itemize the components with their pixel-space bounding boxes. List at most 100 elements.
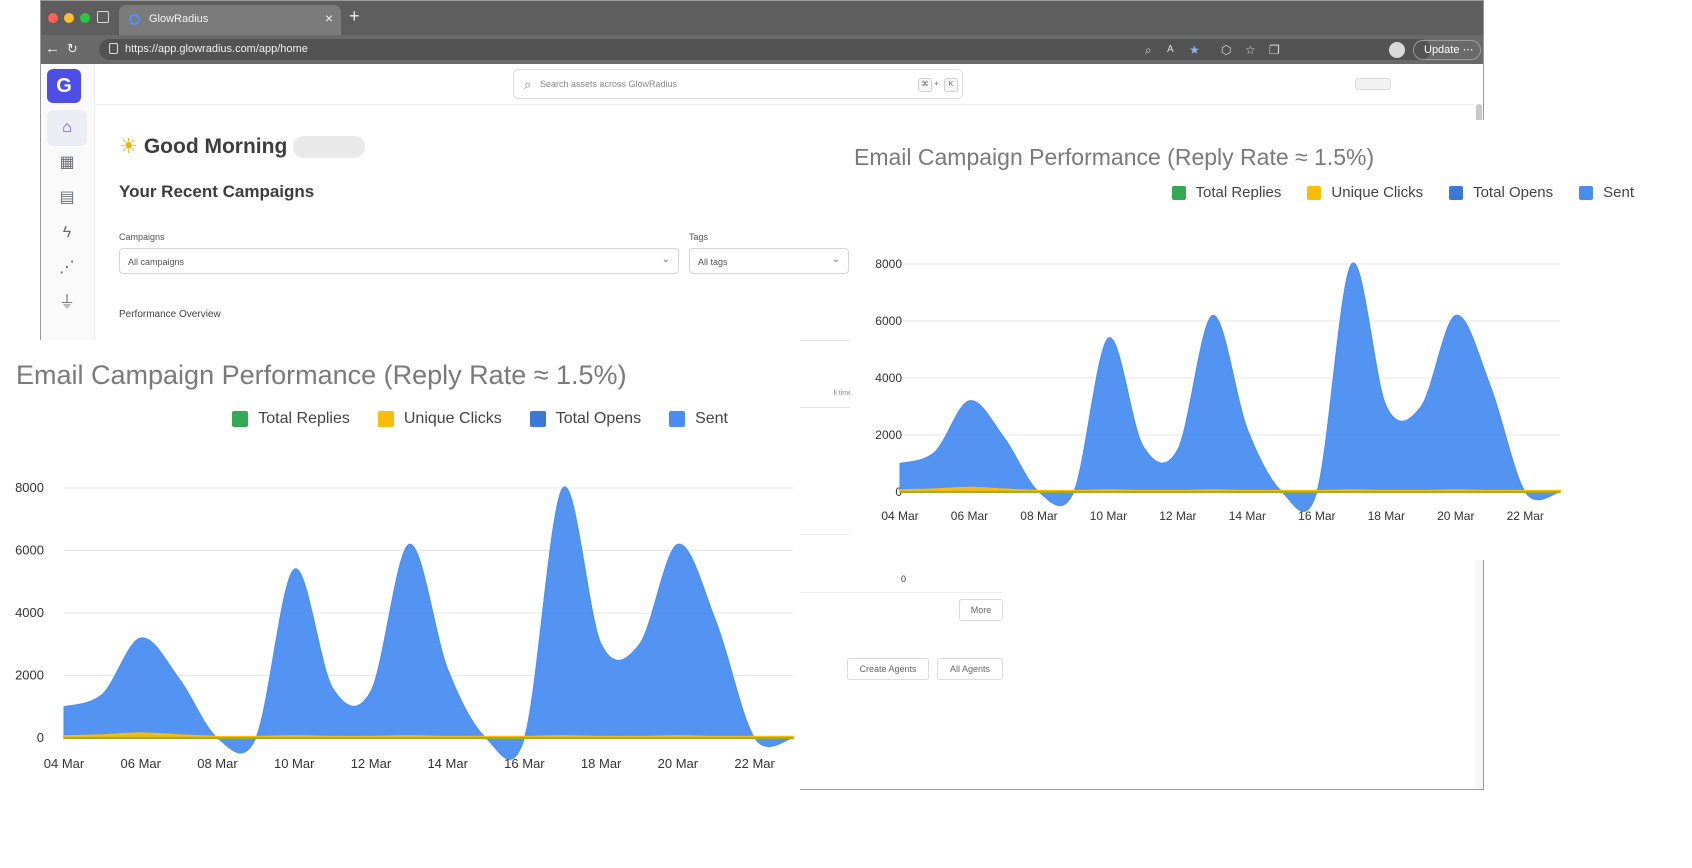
header-divider (95, 104, 1483, 105)
chevron-down-icon: ⌄ (661, 254, 670, 265)
blurred-user-name (293, 136, 366, 159)
zoom-icon[interactable]: ⌕ (1145, 43, 1152, 57)
legend-swatch (1307, 185, 1322, 200)
chart-overlay-large: Email Campaign Performance (Reply Rate ≈… (0, 340, 800, 868)
legend-label: Total Opens (1473, 184, 1554, 201)
shortcut-plus: + (934, 79, 939, 88)
update-label: Update (1424, 44, 1460, 56)
x-tick-label: 04 Mar (881, 509, 918, 523)
legend-item-unique-clicks[interactable]: Unique Clicks (377, 410, 502, 428)
chevron-down-icon: ⌄ (831, 254, 840, 265)
x-tick-label: 04 Mar (44, 756, 85, 771)
series-area-unique-clicks (899, 486, 1561, 493)
legend-swatch (1171, 185, 1186, 200)
legend-label: Sent (695, 410, 728, 427)
performance-overview-title: Performance Overview (119, 309, 221, 320)
y-tick-label: 2000 (15, 668, 44, 683)
divider (793, 592, 1003, 593)
greeting-text: Good Morning (143, 135, 288, 158)
plug-icon[interactable]: ⏚ (58, 294, 75, 311)
search-icon: ⌕ (524, 77, 532, 92)
x-tick-label: 16 Mar (1298, 509, 1335, 523)
close-tab-icon[interactable]: × (324, 10, 333, 26)
minimize-window-button[interactable] (64, 13, 74, 23)
legend-label: Unique Clicks (1331, 184, 1424, 201)
greeting: ☀ Good Morning (119, 134, 366, 159)
legend-label: Sent (1603, 184, 1634, 201)
x-tick-label: 22 Mar (734, 756, 775, 771)
legend-item-total-replies[interactable]: Total Replies (1171, 184, 1281, 201)
campaigns-label: Campaigns (119, 232, 165, 242)
view-toggle[interactable] (1355, 78, 1391, 90)
legend-swatch (1449, 185, 1464, 200)
legend-item-total-replies[interactable]: Total Replies (232, 410, 350, 428)
favorites-icon[interactable]: ☆ (1245, 43, 1256, 57)
chart-overlay-small: Email Campaign Performance (Reply Rate ≈… (850, 120, 1692, 560)
x-tick-label: 16 Mar (504, 756, 545, 771)
extensions-icon[interactable]: ⬡ (1221, 43, 1232, 57)
favorite-star-icon[interactable]: ★ (1189, 43, 1200, 57)
y-tick-label: 0 (37, 730, 44, 745)
chart-legend: Total Replies Unique Clicks Total Opens Sen… (232, 410, 728, 428)
stat-card: ll time (793, 340, 859, 408)
x-tick-label: 12 Mar (1159, 509, 1196, 523)
stat-card-label: ll time (833, 390, 852, 397)
tags-label: Tags (689, 232, 709, 242)
browser-tab[interactable]: GlowRadius × (119, 5, 341, 35)
series-area-sent (63, 486, 794, 760)
x-tick-label: 12 Mar (351, 756, 392, 771)
search-bar[interactable]: ⌕ Search assets across GlowRadius ⌘ + K (513, 69, 963, 99)
x-tick-label: 14 Mar (1229, 509, 1266, 523)
tags-select-value: All tags (698, 257, 728, 267)
document-icon[interactable]: ▤ (59, 189, 75, 206)
series-area-sent (899, 262, 1561, 512)
legend-item-sent[interactable]: Sent (1579, 184, 1634, 201)
sun-icon: ☀ (119, 135, 138, 158)
y-tick-label: 0 (895, 485, 902, 499)
metric-value: 0 (901, 574, 907, 584)
all-agents-button[interactable]: All Agents (937, 658, 1003, 680)
update-button[interactable]: Update ⋯ (1413, 40, 1481, 60)
x-tick-label: 08 Mar (1020, 509, 1057, 523)
create-agents-button[interactable]: Create Agents (847, 658, 929, 680)
campaigns-select[interactable]: All campaigns ⌄ (119, 248, 679, 274)
y-tick-label: 4000 (15, 605, 44, 620)
legend-label: Unique Clicks (403, 410, 502, 427)
legend-swatch (1579, 185, 1594, 200)
legend-label: Total Replies (258, 410, 350, 427)
sidebar-toggle-icon[interactable] (97, 11, 109, 23)
x-tick-label: 22 Mar (1507, 509, 1544, 523)
legend-swatch (529, 411, 546, 427)
tags-select[interactable]: All tags ⌄ (689, 248, 849, 274)
x-tick-label: 10 Mar (274, 756, 315, 771)
legend-item-unique-clicks[interactable]: Unique Clicks (1307, 184, 1423, 201)
legend-item-total-opens[interactable]: Total Opens (1449, 184, 1553, 201)
x-tick-label: 08 Mar (197, 756, 238, 771)
recent-campaigns-title: Your Recent Campaigns (119, 182, 315, 201)
profile-avatar[interactable] (1389, 42, 1405, 58)
table-icon[interactable]: ▦ (59, 154, 75, 171)
url-text: https://app.glowradius.com/app/home (125, 43, 308, 55)
reload-icon[interactable]: ↻ (67, 41, 78, 56)
y-tick-label: 2000 (875, 428, 902, 442)
chart-legend: Total Replies Unique Clicks Total Opens Sen… (1171, 184, 1634, 201)
x-tick-label: 06 Mar (121, 756, 162, 771)
collections-icon[interactable]: ❐ (1269, 43, 1280, 57)
bolt-icon[interactable]: ϟ (62, 224, 72, 241)
legend-item-total-opens[interactable]: Total Opens (529, 410, 641, 428)
legend-item-sent[interactable]: Sent (669, 410, 728, 428)
x-tick-label: 18 Mar (1368, 509, 1405, 523)
close-window-button[interactable] (48, 13, 58, 23)
maximize-window-button[interactable] (80, 13, 90, 23)
lock-icon (109, 43, 118, 54)
url-field[interactable]: https://app.glowradius.com/app/home ⌕ A … (99, 39, 1431, 60)
analytics-icon[interactable]: ⋰ (59, 259, 75, 276)
y-tick-label: 6000 (875, 314, 902, 328)
more-button[interactable]: More (959, 599, 1003, 621)
new-tab-icon[interactable]: + (349, 6, 360, 26)
back-icon[interactable]: ← (45, 40, 60, 57)
x-tick-label: 20 Mar (1437, 509, 1474, 523)
read-aloud-icon[interactable]: A (1167, 44, 1174, 55)
glowradius-logo[interactable]: G (47, 69, 81, 103)
home-icon[interactable]: ⌂ (47, 110, 87, 146)
